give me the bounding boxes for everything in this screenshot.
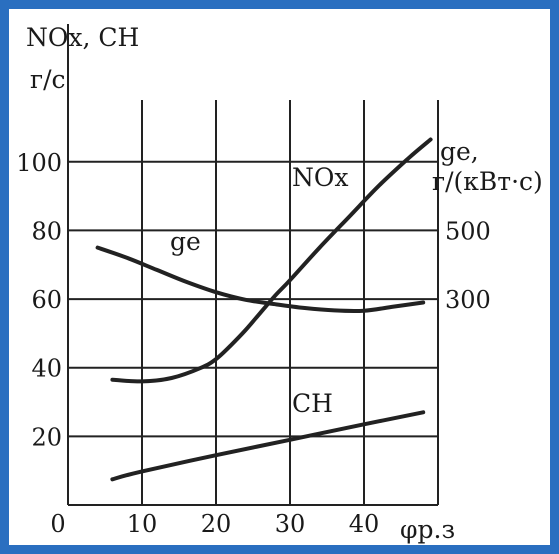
- x-tick-label: 20: [201, 510, 232, 538]
- x-tick-label: 10: [127, 510, 158, 538]
- y-left-tick-label: 100: [16, 149, 62, 177]
- y-axis-right-title: gе,: [440, 137, 479, 166]
- y-left-tick-label: 20: [31, 423, 62, 451]
- curve-nox: [110, 137, 433, 384]
- y-left-tick-label: 60: [31, 286, 62, 314]
- grid: [67, 24, 439, 506]
- y-left-tick-label: 40: [31, 355, 62, 383]
- x-axis-label: φр.з: [400, 515, 455, 544]
- curve-ch: [110, 410, 426, 482]
- y-axis-left-title: NOx, CH: [26, 23, 139, 52]
- curve-ge: [95, 245, 426, 314]
- y-left-tick-label: 80: [31, 217, 62, 245]
- x-tick-label: 0: [50, 510, 65, 538]
- y-axis-right-unit: г/(кВт·с): [432, 167, 543, 196]
- y-axis-left-unit: г/с: [30, 65, 66, 94]
- x-tick-label: 40: [349, 510, 380, 538]
- y-right-tick-label: 300: [445, 286, 491, 314]
- tick-labels: 0 10 20 30 40 20 40 60 80 100 500 300: [16, 149, 491, 538]
- series-label-ch: CH: [292, 389, 333, 418]
- y-right-tick-label: 500: [445, 217, 491, 245]
- x-tick-label: 30: [275, 510, 306, 538]
- series-label-ge: gе: [170, 227, 201, 256]
- series-label-nox: NOx: [292, 163, 348, 192]
- curves: [95, 137, 433, 482]
